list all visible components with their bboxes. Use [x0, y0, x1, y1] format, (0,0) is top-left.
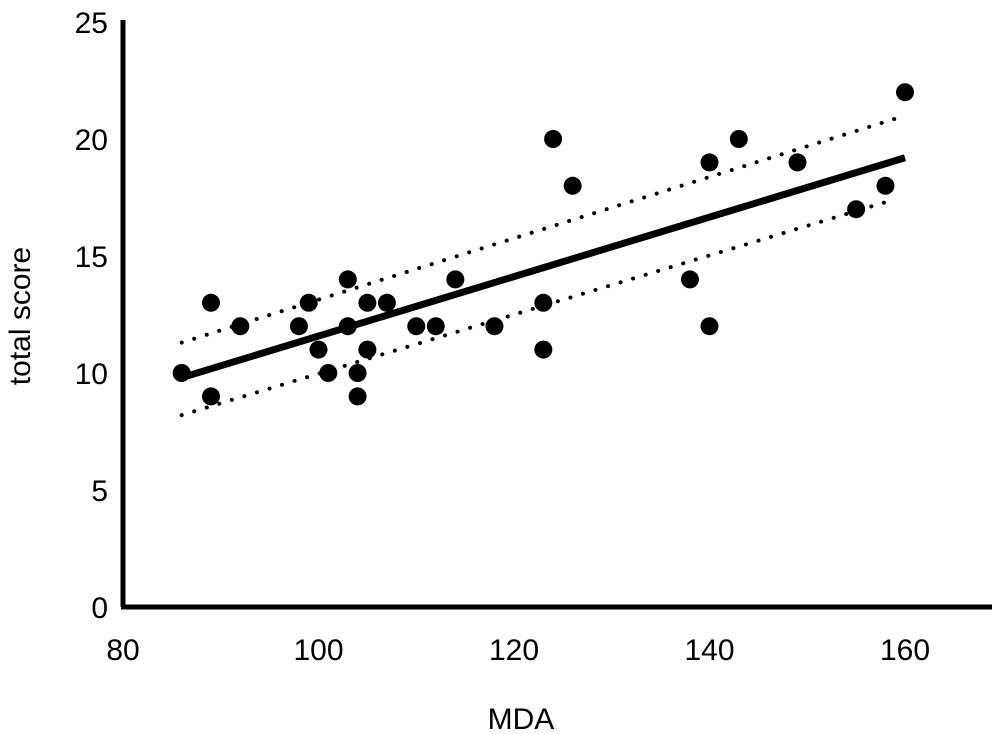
data-point: [788, 153, 807, 172]
x-axis-title: MDA: [488, 703, 555, 734]
data-point: [876, 176, 895, 195]
data-point: [348, 364, 367, 382]
data-point: [700, 317, 719, 336]
data-point: [319, 364, 338, 382]
data-point: [201, 387, 220, 406]
x-tick-label: 140: [684, 634, 734, 667]
data-point: [896, 83, 914, 102]
data-point: [700, 153, 719, 172]
y-tick-label: 20: [75, 124, 108, 157]
data-point: [338, 270, 357, 289]
data-point: [348, 387, 367, 406]
data-point: [847, 200, 866, 219]
data-point: [426, 317, 445, 336]
data-point: [358, 293, 377, 312]
data-point: [407, 317, 426, 336]
upper-confidence-line: [179, 113, 907, 345]
data-point: [358, 340, 377, 359]
data-point: [309, 340, 328, 359]
data-point: [680, 270, 699, 289]
data-point: [299, 293, 318, 312]
y-tick-label: 15: [75, 241, 108, 274]
y-tick-label: 10: [75, 358, 108, 391]
x-tick-labels: 80 100 120 140 160: [106, 634, 930, 667]
data-point: [544, 130, 563, 148]
data-point: [729, 130, 748, 148]
data-point: [289, 317, 308, 336]
data-point: [534, 340, 553, 359]
x-tick-label: 160: [880, 634, 930, 667]
lower-confidence-line: [179, 200, 888, 418]
data-point: [231, 317, 250, 336]
data-point: [485, 317, 504, 336]
y-tick-labels: 0 5 10 15 20 25: [75, 7, 108, 625]
data-point: [201, 293, 220, 312]
y-tick-label: 0: [91, 592, 108, 625]
plot-marks: [172, 83, 914, 418]
y-tick-label: 25: [75, 7, 108, 40]
x-tick-label: 100: [293, 634, 343, 667]
y-tick-label: 5: [91, 475, 108, 508]
data-point: [377, 293, 396, 312]
regression-line: [180, 154, 907, 382]
y-axis-title: total score: [4, 247, 37, 385]
data-point: [563, 176, 582, 195]
x-tick-label: 80: [106, 634, 139, 667]
data-point: [446, 270, 465, 289]
x-tick-label: 120: [489, 634, 539, 667]
data-point: [534, 293, 553, 312]
